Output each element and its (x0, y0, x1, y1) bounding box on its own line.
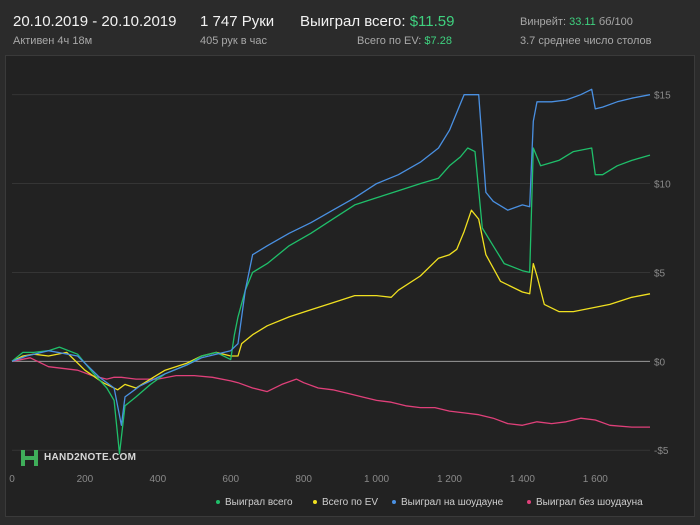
winrate: Винрейт: 33.11 бб/100 (520, 16, 633, 28)
x-tick-label: 200 (77, 474, 94, 485)
legend-item-won-total[interactable]: Выиграл всего (216, 497, 293, 508)
winrate-label: Винрейт: (520, 16, 567, 28)
legend-dot-icon (392, 500, 396, 505)
won-total-value: $11.59 (409, 13, 455, 30)
x-axis-ticks: 0 200 400 600 800 1 000 1 200 1 400 1 600 (9, 474, 608, 485)
hands-per-hour: 405 рук в час (200, 35, 268, 47)
won-total: Выиграл всего: $11.59 (300, 13, 454, 30)
grid (12, 94, 650, 451)
legend-dot-icon (313, 500, 317, 505)
legend-label: Выиграл на шоудауне (401, 497, 504, 508)
logo-text: HAND2NOTE.COM (44, 452, 137, 463)
winrate-unit: бб/100 (598, 16, 633, 28)
x-tick-label: 400 (149, 474, 166, 485)
y-tick-label: $15 (654, 91, 671, 102)
hands-count: 1 747 Руки (200, 13, 275, 30)
y-tick-label: $5 (654, 268, 666, 279)
legend-label: Всего по EV (322, 497, 379, 508)
x-tick-label: 600 (222, 474, 239, 485)
y-tick-label: $0 (654, 357, 666, 368)
legend-dot-icon (216, 500, 220, 505)
x-tick-label: 1 600 (583, 474, 608, 485)
hand2note-logo: HAND2NOTE.COM (20, 448, 136, 468)
avg-tables: 3.7 среднее число столов (520, 35, 652, 47)
series-line-ev (11, 209, 651, 391)
series-line-non-showdown (11, 357, 650, 428)
ev-total-value: $7.28 (424, 35, 452, 47)
x-tick-label: 800 (295, 474, 312, 485)
legend-label: Выиграл всего (225, 497, 293, 508)
x-tick-label: 1 000 (364, 474, 389, 485)
ev-total-label: Всего по EV: (357, 35, 422, 47)
legend-item-ev[interactable]: Всего по EV (313, 497, 378, 508)
y-tick-label: -$5 (654, 446, 669, 457)
legend-item-non-showdown[interactable]: Выиграл без шоудауна (527, 497, 643, 508)
x-tick-label: 1 200 (437, 474, 462, 485)
stats-header: 20.10.2019 - 20.10.2019 Активен 4ч 18м 1… (0, 0, 700, 55)
x-tick-label: 1 400 (510, 474, 535, 485)
won-total-label: Выиграл всего: (300, 13, 406, 30)
series-line-showdown (11, 88, 651, 426)
ev-total: Всего по EV: $7.28 (357, 35, 452, 47)
h-logo-icon (21, 450, 38, 466)
date-range: 20.10.2019 - 20.10.2019 (13, 13, 177, 30)
series-line-won-total (11, 147, 651, 455)
legend-dot-icon (527, 500, 531, 505)
y-tick-label: $10 (654, 180, 671, 191)
winrate-value: 33.11 (569, 16, 596, 28)
chart-panel (5, 55, 695, 517)
series-lines (11, 88, 651, 455)
x-tick-label: 0 (9, 474, 15, 485)
legend-item-showdown[interactable]: Выиграл на шоудауне (392, 497, 503, 508)
legend-label: Выиграл без шоудауна (536, 497, 643, 508)
active-time: Активен 4ч 18м (13, 35, 93, 47)
y-axis-ticks: $15 $10 $5 $0 -$5 (654, 91, 671, 458)
chart-legend: Выиграл всего Всего по EV Выиграл на шоу… (0, 497, 700, 513)
